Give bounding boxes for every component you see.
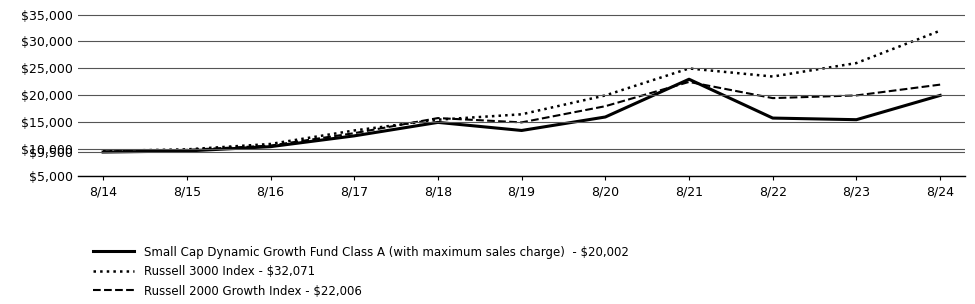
Russell 2000 Growth Index - $22,006 (683, 80, 695, 84)
Russell 2000 Growth Index - $22,006 (516, 121, 527, 124)
Russell 3000 Index - $32,071 (516, 112, 527, 116)
Russell 2000 Growth Index - $22,006 (181, 148, 193, 152)
Russell 2000 Growth Index - $22,006 (767, 96, 779, 100)
Russell 2000 Growth Index - $22,006 (850, 94, 862, 97)
Line: Small Cap Dynamic Growth Fund Class A (with maximum sales charge)  - $20,002: Small Cap Dynamic Growth Fund Class A (w… (103, 79, 940, 152)
Small Cap Dynamic Growth Fund Class A (with maximum sales charge)  - $20,002 (683, 78, 695, 81)
Russell 3000 Index - $32,071 (264, 142, 276, 146)
Russell 2000 Growth Index - $22,006 (934, 83, 946, 86)
Small Cap Dynamic Growth Fund Class A (with maximum sales charge)  - $20,002 (767, 116, 779, 120)
Small Cap Dynamic Growth Fund Class A (with maximum sales charge)  - $20,002 (98, 150, 109, 154)
Russell 2000 Growth Index - $22,006 (264, 144, 276, 147)
Russell 3000 Index - $32,071 (934, 29, 946, 33)
Russell 3000 Index - $32,071 (683, 67, 695, 70)
Small Cap Dynamic Growth Fund Class A (with maximum sales charge)  - $20,002 (264, 145, 276, 148)
Russell 2000 Growth Index - $22,006 (98, 150, 109, 153)
Russell 3000 Index - $32,071 (181, 147, 193, 151)
Small Cap Dynamic Growth Fund Class A (with maximum sales charge)  - $20,002 (516, 129, 527, 132)
Russell 3000 Index - $32,071 (767, 75, 779, 78)
Russell 3000 Index - $32,071 (600, 94, 611, 97)
Line: Russell 2000 Growth Index - $22,006: Russell 2000 Growth Index - $22,006 (103, 82, 940, 151)
Small Cap Dynamic Growth Fund Class A (with maximum sales charge)  - $20,002 (850, 118, 862, 122)
Small Cap Dynamic Growth Fund Class A (with maximum sales charge)  - $20,002 (181, 149, 193, 153)
Russell 3000 Index - $32,071 (98, 149, 109, 153)
Small Cap Dynamic Growth Fund Class A (with maximum sales charge)  - $20,002 (432, 121, 444, 124)
Russell 3000 Index - $32,071 (850, 61, 862, 65)
Legend: Small Cap Dynamic Growth Fund Class A (with maximum sales charge)  - $20,002, Ru: Small Cap Dynamic Growth Fund Class A (w… (93, 246, 629, 298)
Line: Russell 3000 Index - $32,071: Russell 3000 Index - $32,071 (103, 31, 940, 151)
Russell 2000 Growth Index - $22,006 (600, 104, 611, 108)
Small Cap Dynamic Growth Fund Class A (with maximum sales charge)  - $20,002 (348, 134, 360, 138)
Russell 2000 Growth Index - $22,006 (348, 131, 360, 135)
Small Cap Dynamic Growth Fund Class A (with maximum sales charge)  - $20,002 (934, 94, 946, 97)
Russell 2000 Growth Index - $22,006 (432, 116, 444, 120)
Russell 3000 Index - $32,071 (432, 118, 444, 122)
Small Cap Dynamic Growth Fund Class A (with maximum sales charge)  - $20,002 (600, 115, 611, 119)
Russell 3000 Index - $32,071 (348, 129, 360, 132)
